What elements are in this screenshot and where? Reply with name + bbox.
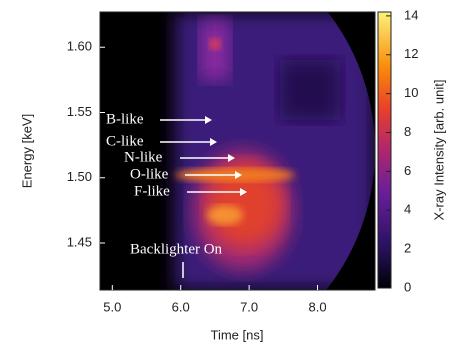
colorbar-tick-label: 4 bbox=[404, 202, 411, 217]
y-axis-label: Energy [keV] bbox=[19, 114, 34, 188]
annotation: Backlighter On bbox=[130, 241, 223, 257]
colorbar-tick-label: 0 bbox=[404, 279, 411, 294]
heatmap bbox=[100, 12, 375, 290]
colorbar bbox=[377, 11, 392, 289]
annotations bbox=[160, 116, 247, 278]
annotation: B-like bbox=[106, 111, 144, 127]
colorbar-tick-label: 6 bbox=[404, 163, 411, 178]
arrowheads bbox=[205, 116, 247, 196]
annotation: O-like bbox=[130, 166, 169, 182]
colorbar-label: X-ray Intensity [arb. unit] bbox=[431, 80, 446, 221]
colorbar-tick-label: 10 bbox=[404, 85, 418, 100]
colorbar-tick-label: 14 bbox=[404, 7, 418, 22]
y-tick-label: 1.60 bbox=[67, 39, 92, 54]
y-tick-label: 1.55 bbox=[67, 104, 92, 119]
x-tick-label: 5.0 bbox=[103, 299, 121, 314]
colorbar-tick-label: 12 bbox=[404, 46, 418, 61]
plot-frame bbox=[99, 11, 376, 291]
annotation: F-like bbox=[134, 183, 170, 199]
y-tick-label: 1.50 bbox=[67, 169, 92, 184]
x-tick-label: 6.0 bbox=[172, 299, 190, 314]
colorbar-tick-label: 2 bbox=[404, 241, 411, 256]
annotation: N-like bbox=[124, 149, 163, 165]
x-axis-label: Time [ns] bbox=[211, 327, 264, 342]
x-tick-label: 7.0 bbox=[240, 299, 258, 314]
annotation: C-like bbox=[106, 133, 144, 149]
y-tick-label: 1.45 bbox=[67, 234, 92, 249]
colorbar-tick-label: 8 bbox=[404, 124, 411, 139]
x-tick-label: 8.0 bbox=[308, 299, 326, 314]
